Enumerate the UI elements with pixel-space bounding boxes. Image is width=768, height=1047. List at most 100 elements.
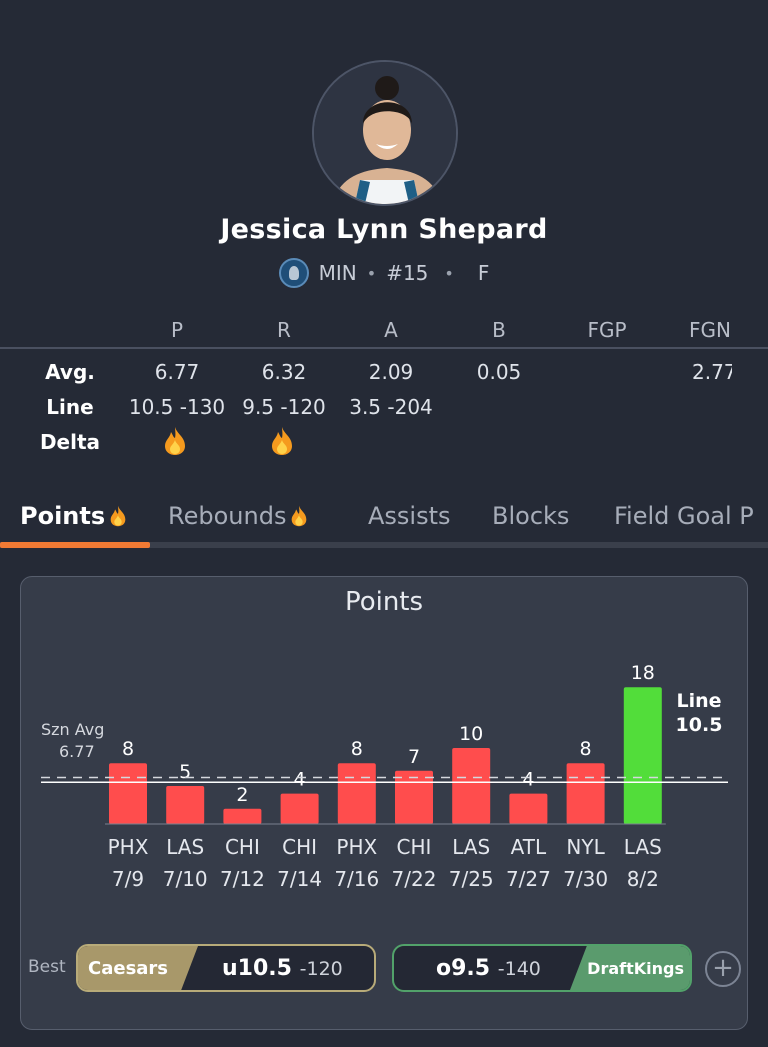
player-name: Jessica Lynn Shepard (220, 214, 548, 245)
team-abbr: MIN (318, 261, 357, 285)
row-label-line: Line (46, 395, 94, 419)
tab-points[interactable]: Points (20, 502, 127, 530)
fire-icon (110, 505, 126, 527)
points-chart-card: Points 8 PHX 7/9 5 LAS 7/10 2 CHI 7/12 4 CHI 7/14 8 P… (20, 576, 748, 1030)
x-tick-team: LAS (624, 835, 662, 859)
tab-field-goal[interactable]: Field Goal P (614, 502, 768, 530)
x-tick-date: 7/12 (220, 867, 265, 891)
bar-value-label: 5 (179, 761, 191, 783)
bar-4 (337, 763, 376, 824)
tab-assists-label: Assists (368, 502, 451, 530)
avg-blocks: 0.05 (476, 360, 522, 384)
tab-rebounds-label: Rebounds (168, 502, 287, 530)
under-price: -120 (299, 958, 343, 980)
x-tick-date: 7/10 (163, 867, 208, 891)
under-odds: u10.5 -120 (222, 956, 343, 981)
bar-7 (509, 793, 548, 824)
jersey-number: #15 (386, 261, 429, 285)
bar-value-label: 2 (236, 784, 248, 806)
x-tick-date: 7/27 (506, 867, 551, 891)
x-tick-team: PHX (336, 835, 377, 859)
tab-field-goal-label: Field Goal P (614, 502, 754, 530)
best-label: Best (28, 957, 66, 977)
x-tick-date: 7/22 (392, 867, 437, 891)
bar-8 (566, 763, 605, 824)
player-avatar (312, 60, 458, 206)
x-tick-team: LAS (166, 835, 204, 859)
season-avg-label: Szn Avg (41, 720, 104, 739)
stat-header-rebounds: R (277, 318, 291, 342)
bar-value-label: 8 (351, 738, 363, 760)
avg-rebounds: 6.32 (261, 360, 307, 384)
bar-value-label: 10 (459, 723, 483, 745)
stat-tabs: Points Rebounds Assists Blocks Field Goa… (0, 498, 768, 548)
player-meta: MIN • #15 • F (0, 258, 768, 288)
tab-assists[interactable]: Assists (368, 502, 451, 530)
bar-value-label: 4 (294, 769, 306, 791)
tab-points-label: Points (20, 502, 106, 530)
line-assists: 3.5 -204 (349, 395, 433, 419)
tab-blocks[interactable]: Blocks (492, 502, 569, 530)
add-bet-button[interactable]: + (705, 951, 741, 987)
bar-0 (109, 763, 147, 824)
stat-header-points: P (170, 318, 184, 342)
row-label-delta: Delta (39, 430, 101, 454)
under-bet-button[interactable]: Caesars u10.5 -120 (76, 944, 376, 992)
bar-value-label: 7 (408, 746, 420, 768)
separator-dot: • (366, 263, 377, 283)
x-tick-date: 7/25 (449, 867, 494, 891)
line-label: Line (676, 690, 721, 712)
tabs-track (0, 542, 768, 548)
bar-value-label: 4 (522, 769, 534, 791)
caesars-book-label: Caesars (78, 946, 198, 990)
x-tick-team: LAS (452, 835, 490, 859)
tab-rebounds[interactable]: Rebounds (168, 502, 308, 530)
x-tick-team: CHI (397, 835, 432, 859)
player-position: F (477, 261, 490, 285)
avg-points: 6.77 (154, 360, 200, 384)
line-points: 10.5 -130 (128, 395, 226, 419)
x-tick-date: 7/30 (563, 867, 608, 891)
avg-fgm: 2.77 (692, 360, 732, 384)
bar-2 (223, 808, 262, 824)
bar-5 (395, 770, 433, 824)
draftkings-book-label: DraftKings (570, 946, 690, 990)
stats-divider (0, 347, 768, 349)
bar-9 (623, 687, 662, 824)
active-tab-indicator (0, 542, 150, 548)
player-photo (314, 62, 456, 204)
bar-3 (280, 793, 319, 824)
x-tick-team: ATL (511, 835, 547, 859)
bar-6 (452, 748, 491, 824)
fire-icon (272, 427, 292, 455)
fire-icon (292, 505, 307, 527)
line-rebounds: 9.5 -120 (242, 395, 326, 419)
line-value-label: 10.5 (676, 714, 723, 736)
x-tick-date: 7/9 (112, 867, 144, 891)
bar-value-label: 8 (122, 738, 134, 760)
season-avg-value: 6.77 (59, 742, 95, 761)
points-bar-chart: 8 PHX 7/9 5 LAS 7/10 2 CHI 7/12 4 CHI 7/14 8 PHX 7/16 7… (41, 662, 728, 891)
chart-title: Points (344, 587, 424, 617)
bar-value-label: 8 (580, 738, 592, 760)
separator-dot: • (444, 263, 454, 283)
bar-1 (166, 786, 205, 824)
row-label-avg: Avg. (45, 360, 95, 384)
stat-header-blocks: B (492, 318, 506, 342)
over-bet-button[interactable]: o9.5 -140 DraftKings (392, 944, 692, 992)
x-tick-date: 7/16 (334, 867, 379, 891)
stat-header-fgp: FGP (587, 318, 627, 342)
stat-header-fgm: FGN (689, 318, 731, 342)
x-tick-team: NYL (566, 835, 605, 859)
tab-blocks-label: Blocks (492, 502, 570, 530)
avg-assists: 2.09 (368, 360, 414, 384)
x-tick-date: 7/14 (277, 867, 322, 891)
x-tick-team: CHI (225, 835, 260, 859)
over-odds: o9.5 -140 (436, 956, 541, 981)
x-tick-team: PHX (108, 835, 149, 859)
x-tick-date: 8/2 (627, 867, 659, 891)
team-logo-icon (278, 258, 309, 288)
over-pick: o9.5 (436, 956, 491, 981)
bar-value-label: 18 (631, 662, 655, 684)
over-price: -140 (497, 958, 541, 980)
